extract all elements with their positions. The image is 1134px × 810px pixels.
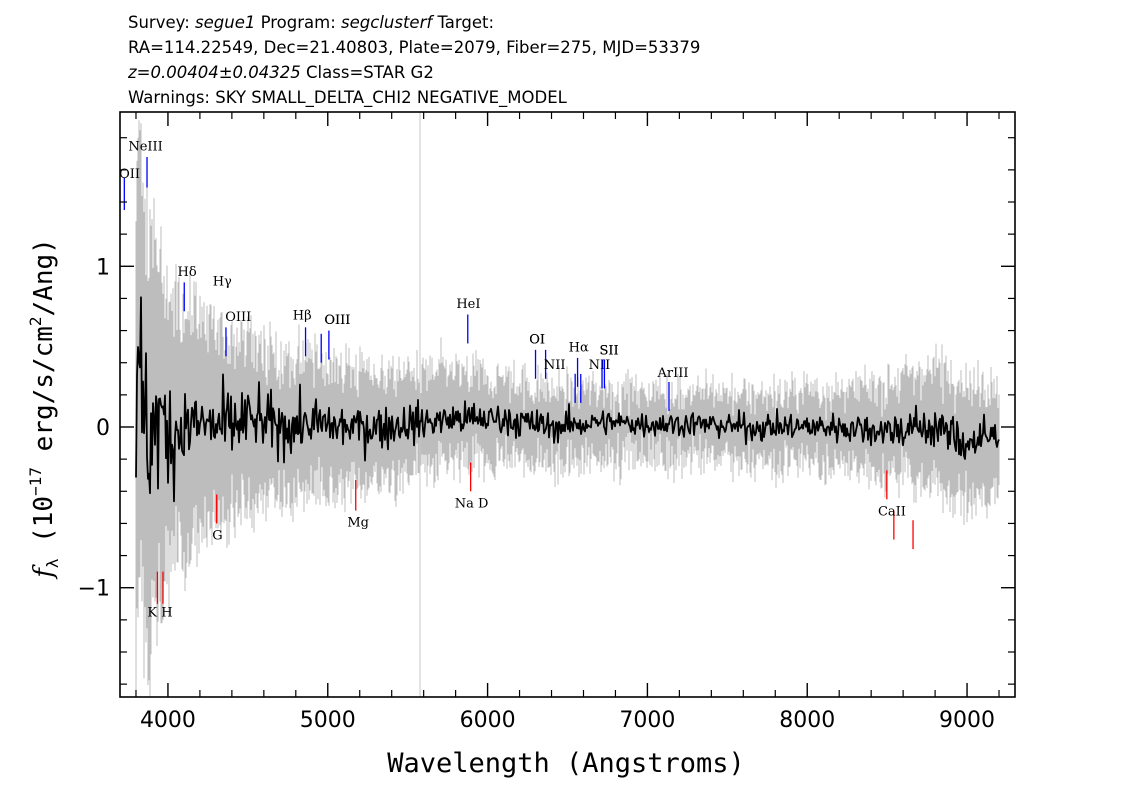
emission-line-label: ArIII <box>656 366 688 381</box>
error-band-layer <box>135 120 1000 697</box>
absorption-line-label: G <box>212 529 222 544</box>
emission-line-label: OIII <box>324 313 350 328</box>
survey-label: Survey: <box>128 13 190 32</box>
y-tick-label: −1 <box>78 577 110 602</box>
plot-border <box>119 111 1016 698</box>
axis-ticks: 4000 5000 6000 7000 8000 9000 −1 0 1 <box>78 112 1015 733</box>
emission-line-label: Hδ <box>178 265 197 280</box>
header-line-4: Warnings: SKY SMALL_DELTA_CHI2 NEGATIVE_… <box>128 88 567 107</box>
y-axis-label: fλ (10−17 erg/s/cm2/Ang) <box>26 238 62 580</box>
y-tick-label: 1 <box>96 255 110 280</box>
y-tick-label: 0 <box>96 416 110 441</box>
x-tick-label: 9000 <box>939 708 995 733</box>
y-label-exp: −17 <box>26 467 45 496</box>
emission-line-label: Hγ <box>213 275 232 290</box>
emission-line-label: OI <box>529 332 545 347</box>
absorption-line-label: Mg <box>347 516 369 531</box>
header-line-1: Survey: segue1 Program: segclusterf Targ… <box>128 12 494 33</box>
y-label-sq: 2 <box>26 316 45 326</box>
class-value: Class=STAR G2 <box>306 63 434 82</box>
y-label-units-c: /Ang) <box>29 238 59 316</box>
emission-line-label: Hβ <box>293 308 312 323</box>
emission-line-label: OIII <box>225 310 251 325</box>
x-axis-label: Wavelength (Angstroms) <box>387 748 745 779</box>
emission-line-label: HeI <box>456 297 480 312</box>
survey-value: segue1 <box>195 13 256 32</box>
emission-line-label: OI <box>529 332 545 347</box>
flux-layer <box>135 296 1000 503</box>
emission-line-label: NII <box>589 358 611 373</box>
emission-line-label: OII <box>119 167 140 182</box>
absorption-line-label: Na D <box>455 496 489 511</box>
kh-label: K H <box>147 606 172 621</box>
emission-line-label: SII <box>599 344 618 359</box>
plot-frame <box>119 111 1016 698</box>
target-label: Target: <box>437 13 495 32</box>
axis-labels: Wavelength (Angstroms) fλ (10−17 erg/s/c… <box>26 238 745 779</box>
emission-line-label: NII <box>544 358 566 373</box>
y-label-units-b: erg/s/cm <box>29 326 59 467</box>
absorption-line-label: CaII <box>878 504 906 519</box>
emission-line-label: Hα <box>569 340 589 355</box>
x-tick-label: 8000 <box>779 708 835 733</box>
redshift-value: z=0.00404±0.04325 <box>128 63 301 82</box>
header-line-3: z=0.00404±0.04325 Class=STAR G2 <box>128 62 434 83</box>
flux-line <box>135 296 1000 503</box>
x-tick-label: 7000 <box>619 708 675 733</box>
emission-line-label: OIII <box>324 313 350 328</box>
header-line-2: RA=114.22549, Dec=21.40803, Plate=2079, … <box>128 38 701 57</box>
error-band <box>135 120 1000 697</box>
program-value: segclusterf <box>341 13 433 32</box>
y-label-lambda: λ <box>43 558 62 568</box>
program-label: Program: <box>260 13 336 32</box>
x-tick-label: 6000 <box>460 708 516 733</box>
x-tick-label: 4000 <box>140 708 196 733</box>
x-tick-label: 5000 <box>300 708 356 733</box>
emission-line-label: SII <box>599 344 618 359</box>
y-label-units-a: (10 <box>29 496 59 559</box>
emission-line-label: NeIII <box>128 140 162 155</box>
